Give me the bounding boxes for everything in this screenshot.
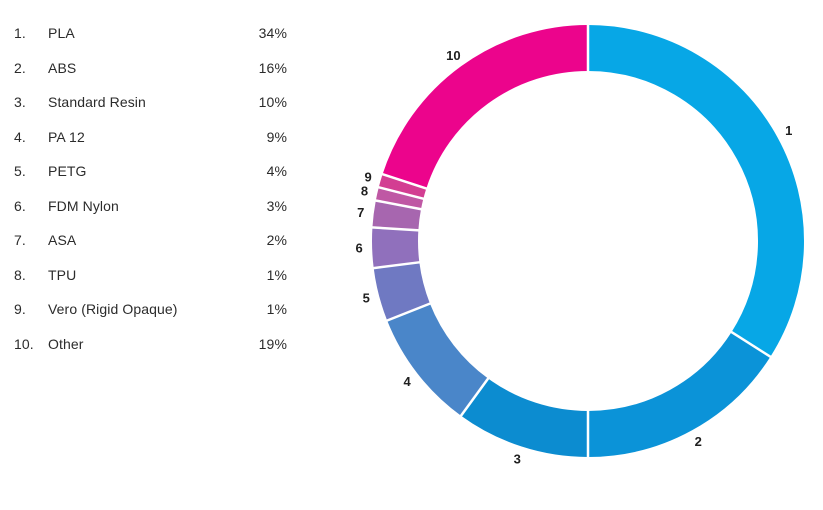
legend-rank: 7. [14, 232, 26, 249]
segment-separator [379, 172, 430, 191]
legend-material-label: PLA [48, 25, 75, 42]
legend-material-label: FDM Nylon [48, 197, 119, 214]
legend-material-label: TPU [48, 266, 77, 283]
legend-rank: 2. [14, 59, 26, 76]
legend-rank: 9. [14, 301, 26, 318]
legend-row: 10. Other 19% [14, 327, 287, 362]
legend-row: 4. PA 12 9% [14, 120, 287, 155]
donut-segment-fdm-nylon [372, 227, 420, 269]
legend-rank: 1. [14, 25, 26, 42]
segment-separator [375, 185, 427, 201]
donut-segment-vero-rigid-opaque [378, 174, 427, 199]
legend-pct: 1% [266, 301, 287, 318]
slice-number-label: 3 [514, 451, 521, 466]
legend-material-label: ABS [48, 59, 77, 76]
slice-number-label: 2 [695, 434, 702, 449]
donut-segment-standard-resin [461, 378, 589, 457]
segment-separator [728, 329, 774, 360]
donut-segment-abs [587, 331, 771, 457]
segment-separator [372, 198, 425, 211]
legend-rank: 4. [14, 128, 26, 145]
segment-separator [458, 375, 491, 419]
donut-segment-tpu [375, 187, 424, 210]
donut-segment-pa-12 [387, 303, 489, 416]
legend-pct: 19% [258, 335, 287, 352]
legend-rank: 5. [14, 163, 26, 180]
slice-number-label: 10 [446, 48, 460, 63]
legend-pct: 2% [266, 232, 287, 249]
legend-pct: 16% [258, 59, 287, 76]
legend-material-label: PETG [48, 163, 87, 180]
segment-separator [383, 301, 434, 323]
slice-number-label: 8 [361, 184, 368, 199]
legend-pct: 10% [258, 94, 287, 111]
legend-pct: 1% [266, 266, 287, 283]
legend-row: 1. PLA 34% [14, 16, 287, 51]
legend-rank: 8. [14, 266, 26, 283]
legend-rank: 6. [14, 197, 26, 214]
legend-material-label: Standard Resin [48, 94, 146, 111]
legend-row: 9. Vero (Rigid Opaque) 1% [14, 292, 287, 327]
slice-number-label: 7 [357, 205, 364, 220]
slice-number-label: 9 [364, 170, 371, 185]
slice-number-label: 5 [363, 290, 370, 305]
legend-pct: 3% [266, 197, 287, 214]
legend-material-label: ASA [48, 232, 77, 249]
legend-material-label: PA 12 [48, 128, 85, 145]
donut-segment-pla [587, 25, 804, 357]
legend-row: 8. TPU 1% [14, 258, 287, 293]
legend-row: 2. ABS 16% [14, 51, 287, 86]
donut-segment-other [382, 25, 589, 189]
legend-pct: 9% [266, 128, 287, 145]
legend-row: 5. PETG 4% [14, 154, 287, 189]
legend-row: 7. ASA 2% [14, 223, 287, 258]
materials-legend: 1. PLA 34% 2. ABS 16% 3. Standard Resin 10% 4. PA … [14, 16, 287, 361]
legend-pct: 4% [266, 163, 287, 180]
legend-material-label: Other [48, 335, 84, 352]
slice-number-label: 4 [403, 374, 411, 389]
donut-segment-asa [372, 200, 422, 231]
donut-segment-petg [373, 261, 431, 321]
segment-separator [369, 226, 422, 232]
slice-number-label: 1 [785, 123, 792, 138]
legend-row: 6. FDM Nylon 3% [14, 189, 287, 224]
legend-rank: 3. [14, 94, 26, 111]
legend-row: 3. Standard Resin 10% [14, 85, 287, 120]
legend-rank: 10. [14, 335, 34, 352]
legend-pct: 34% [258, 25, 287, 42]
segment-separator [370, 260, 423, 270]
legend-material-label: Vero (Rigid Opaque) [48, 301, 178, 318]
slice-number-label: 6 [355, 241, 362, 256]
